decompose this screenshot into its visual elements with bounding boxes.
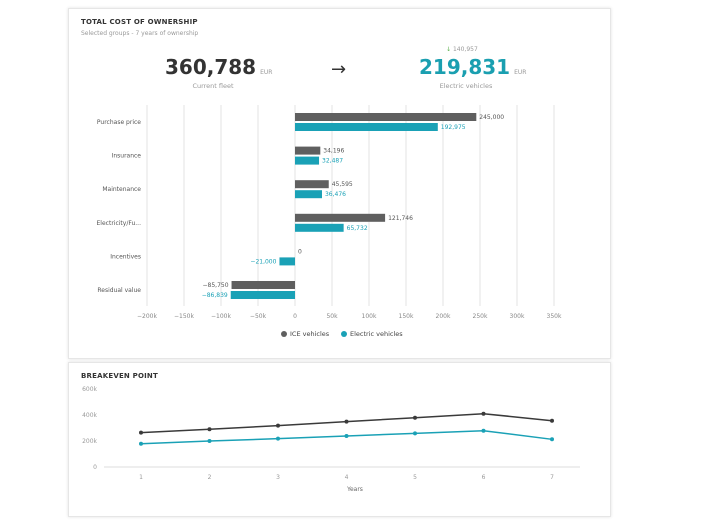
x-tick-label: −100k: [211, 313, 231, 320]
line-point: [276, 436, 280, 441]
x-tick-label: 5: [413, 474, 417, 481]
x-tick-label: 7: [550, 474, 554, 481]
y-tick-label: 400k: [82, 412, 97, 419]
x-tick-label: 1: [139, 474, 143, 481]
category-label: Incentives: [110, 253, 141, 260]
legend-marker: [341, 331, 347, 337]
data-label: 34,196: [323, 148, 344, 155]
tco-title: TOTAL COST OF OWNERSHIP: [81, 18, 198, 26]
current-value-number: 360,788: [165, 55, 257, 79]
line-point: [413, 415, 417, 420]
y-tick-label: 200k: [82, 438, 97, 445]
line-point: [481, 428, 486, 433]
x-tick-label: 300k: [510, 313, 525, 320]
line-point: [413, 431, 417, 436]
x-tick-label: 2: [208, 474, 212, 481]
data-label: 65,732: [347, 225, 368, 232]
data-label: 245,000: [479, 114, 504, 121]
ev-label: Electric vehicles: [439, 82, 493, 90]
x-tick-label: 150k: [399, 313, 414, 320]
category-label: Purchase price: [97, 119, 141, 126]
category-label: Insurance: [112, 153, 142, 160]
tco-card: TOTAL COST OF OWNERSHIP Selected groups …: [68, 8, 611, 359]
line-point: [207, 439, 212, 443]
x-tick-label: −150k: [174, 313, 194, 320]
x-tick-label: −200k: [137, 313, 157, 320]
x-tick-label: 3: [276, 474, 280, 481]
line-point: [344, 434, 349, 439]
breakeven-title: BREAKEVEN POINT: [81, 372, 158, 380]
tco-subtitle: Selected groups - 7 years of ownership: [81, 30, 199, 37]
line-point: [550, 418, 554, 423]
data-label: −85,750: [203, 282, 229, 289]
bar-ice: [231, 281, 295, 289]
x-tick-label: 0: [293, 313, 297, 320]
line-point: [207, 427, 212, 432]
ev-unit: EUR: [514, 69, 527, 76]
data-label: 192,975: [441, 124, 466, 131]
data-label: 36,476: [325, 191, 346, 198]
bar-ice: [295, 146, 321, 155]
ev-value: 219,831 EUR: [419, 55, 526, 79]
data-label: 0: [298, 248, 302, 255]
arrow-right-icon: →: [331, 59, 347, 80]
ev-value-number: 219,831: [419, 55, 511, 79]
line-point: [276, 423, 280, 428]
x-tick-label: 6: [482, 474, 486, 481]
current-fleet-value: 360,788 EUR: [165, 55, 272, 79]
x-tick-label: 4: [345, 474, 349, 481]
line-point: [481, 411, 486, 416]
data-label: 32,487: [322, 158, 343, 165]
bar-ev: [295, 190, 322, 199]
line-point: [550, 437, 554, 442]
bar-ev: [279, 257, 295, 266]
bar-ice: [295, 213, 386, 222]
breakeven-card: BREAKEVEN POINT: [68, 362, 611, 517]
current-fleet-label: Current fleet: [192, 82, 234, 90]
line-point: [344, 419, 349, 424]
x-tick-label: 350k: [547, 313, 562, 320]
bar-ev: [295, 223, 344, 232]
ev-delta: ↓ 140,957: [446, 46, 478, 53]
line-point: [139, 441, 143, 446]
y-tick-label: 600k: [82, 386, 97, 393]
x-tick-label: 100k: [362, 313, 377, 320]
data-label: 121,746: [388, 215, 413, 222]
category-label: Electricity/Fu...: [97, 220, 142, 227]
arrow-down-icon: ↓: [446, 46, 452, 53]
data-label: −21,000: [250, 258, 276, 265]
current-unit: EUR: [260, 69, 273, 76]
legend-label: Electric vehicles: [350, 330, 403, 338]
bar-ice: [295, 180, 329, 189]
y-tick-label: 0: [93, 464, 97, 471]
data-label: 45,595: [332, 181, 353, 188]
x-tick-label: −50k: [250, 313, 267, 320]
x-tick-label: 50k: [326, 313, 338, 320]
category-label: Maintenance: [102, 186, 141, 193]
bar-ev: [230, 291, 295, 299]
legend-label: ICE vehicles: [290, 330, 330, 338]
bar-ev: [295, 156, 320, 165]
category-label: Residual value: [97, 287, 141, 294]
legend-marker: [281, 331, 287, 337]
x-axis-label: Years: [346, 486, 363, 493]
ev-delta-value: 140,957: [452, 46, 478, 53]
bar-ice: [295, 113, 477, 121]
line-point: [139, 430, 143, 435]
x-tick-label: 200k: [436, 313, 451, 320]
x-tick-label: 250k: [473, 313, 488, 320]
bar-ev: [295, 123, 438, 131]
data-label: −86,839: [202, 292, 228, 299]
